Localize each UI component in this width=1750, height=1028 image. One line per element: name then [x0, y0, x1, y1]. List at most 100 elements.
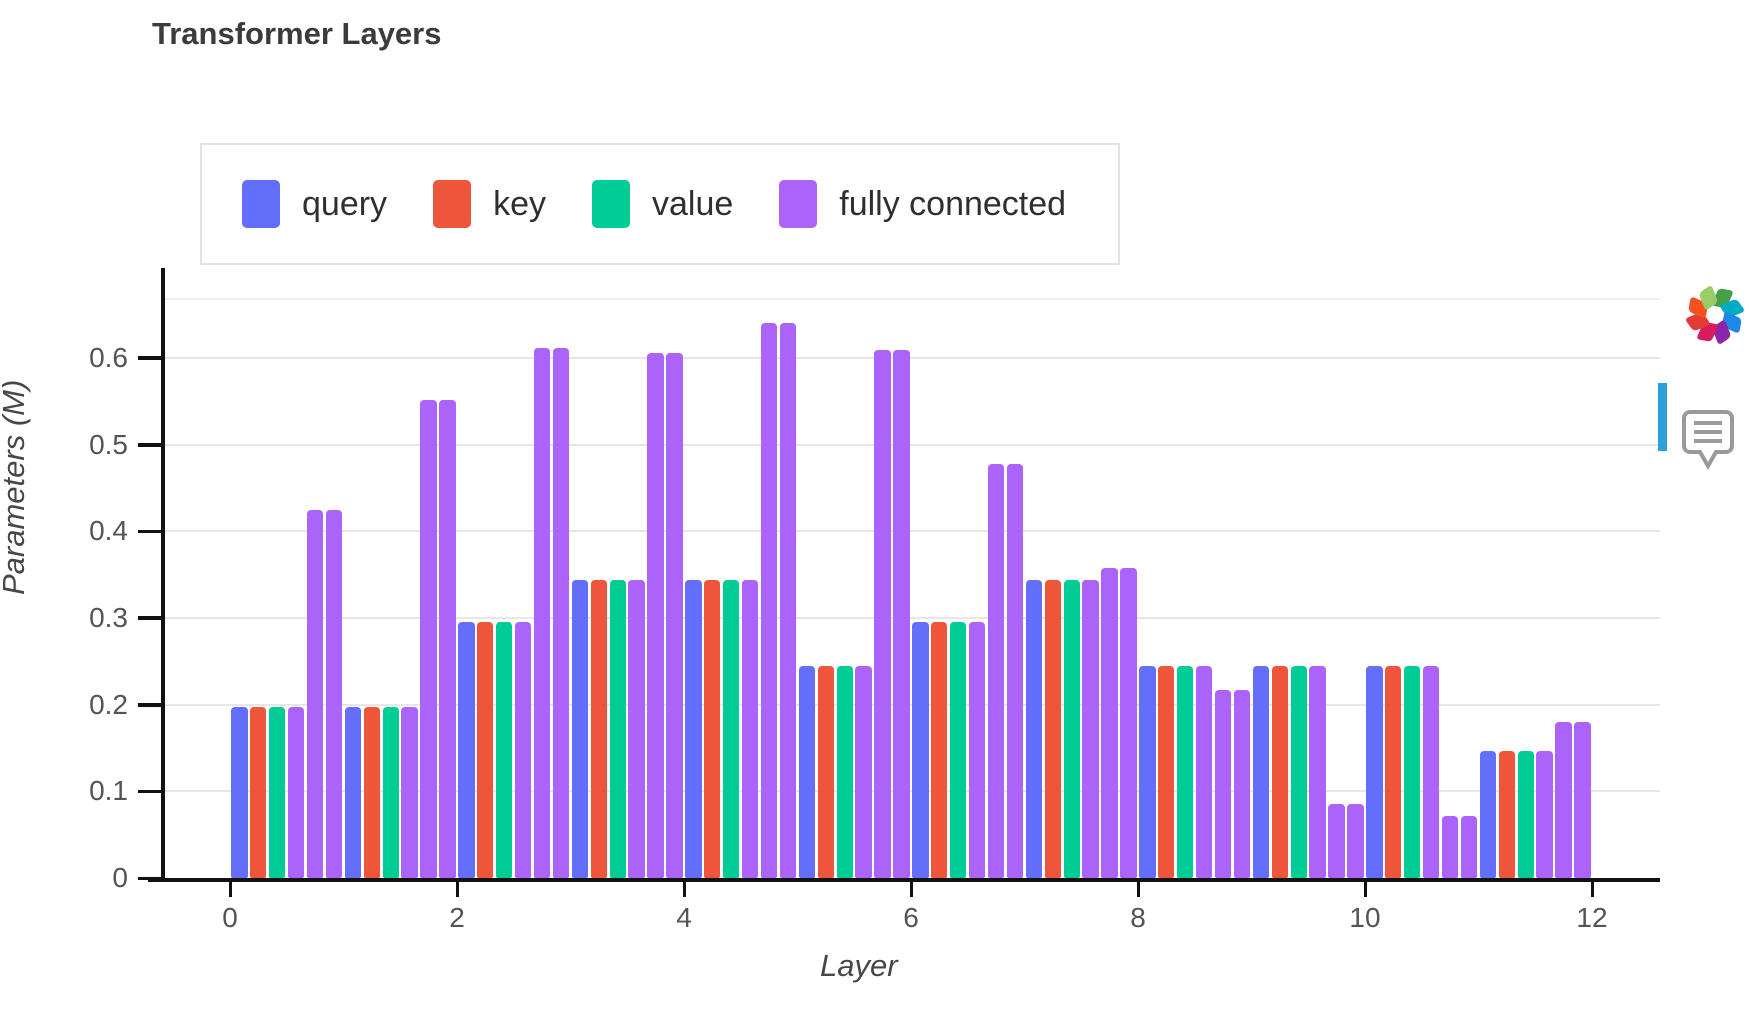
bar-query-layer4[interactable] — [685, 580, 702, 878]
x-tick-12 — [1590, 878, 1594, 897]
y-axis-title: Parameters (M) — [0, 379, 31, 595]
annotation-indicator-bar[interactable] — [1658, 383, 1667, 451]
bar-fully-connected-1-layer3[interactable] — [628, 580, 645, 878]
bar-fully-connected-2-layer4[interactable] — [760, 323, 778, 878]
y-tick-label-0.4: 0.4 — [89, 515, 128, 547]
bar-fully-connected-2-layer1[interactable] — [420, 400, 437, 878]
bar-fully-connected-2-layer7[interactable] — [1101, 568, 1118, 878]
y-tick-0.1 — [138, 789, 164, 794]
bar-fully-connected-3-layer11[interactable] — [1574, 722, 1591, 878]
bar-key-layer11[interactable] — [1498, 751, 1515, 878]
bar-fully-connected-2-layer3[interactable] — [647, 353, 664, 878]
bar-fully-connected-1-layer7[interactable] — [1082, 580, 1099, 878]
bar-fully-connected-1-layer8[interactable] — [1195, 666, 1213, 878]
y-tick-0 — [138, 876, 164, 880]
bar-key-layer6[interactable] — [931, 622, 948, 878]
bar-value-layer3[interactable] — [609, 580, 626, 878]
bar-fully-connected-1-layer2[interactable] — [514, 622, 532, 878]
bar-key-layer0[interactable] — [250, 707, 267, 878]
bar-fully-connected-3-layer1[interactable] — [439, 400, 456, 878]
legend: query key value fully connected — [200, 143, 1120, 265]
bar-key-layer2[interactable] — [477, 622, 494, 878]
bar-fully-connected-3-layer9[interactable] — [1347, 804, 1364, 878]
bar-fully-connected-3-layer2[interactable] — [552, 348, 570, 878]
bar-key-layer8[interactable] — [1158, 666, 1175, 878]
x-tick-label-12: 12 — [1576, 902, 1608, 933]
bar-fully-connected-2-layer2[interactable] — [533, 348, 551, 878]
legend-item-key[interactable]: key — [433, 180, 546, 228]
bar-key-layer3[interactable] — [590, 580, 607, 878]
bar-value-layer5[interactable] — [836, 666, 853, 878]
bar-value-layer8[interactable] — [1177, 666, 1194, 878]
bar-query-layer1[interactable] — [344, 707, 361, 878]
bar-fully-connected-2-layer8[interactable] — [1214, 690, 1232, 878]
bar-value-layer7[interactable] — [1063, 580, 1080, 878]
bar-fully-connected-3-layer0[interactable] — [325, 510, 343, 878]
bar-fully-connected-2-layer6[interactable] — [987, 464, 1005, 878]
legend-item-query[interactable]: query — [242, 180, 387, 228]
gridline-y-0.3 — [163, 616, 1660, 619]
bar-fully-connected-2-layer0[interactable] — [306, 510, 324, 878]
bar-fully-connected-2-layer5[interactable] — [874, 350, 891, 878]
bar-fully-connected-1-layer4[interactable] — [741, 580, 759, 878]
bar-key-layer9[interactable] — [1271, 666, 1288, 878]
gridline-y-0.5 — [163, 443, 1660, 446]
bar-key-layer10[interactable] — [1385, 666, 1402, 878]
bar-fully-connected-3-layer3[interactable] — [666, 353, 683, 878]
bar-query-layer7[interactable] — [1025, 580, 1042, 878]
bar-query-layer3[interactable] — [571, 580, 588, 878]
legend-item-fully-connected[interactable]: fully connected — [779, 180, 1066, 228]
annotation-bubble-icon[interactable] — [1682, 408, 1734, 474]
bar-fully-connected-3-layer4[interactable] — [779, 323, 797, 878]
bar-fully-connected-3-layer5[interactable] — [893, 350, 910, 878]
bar-fully-connected-1-layer9[interactable] — [1309, 666, 1326, 878]
bar-key-layer4[interactable] — [704, 580, 721, 878]
key-swatch-icon — [433, 180, 472, 228]
bar-query-layer8[interactable] — [1139, 666, 1156, 878]
bar-fully-connected-3-layer7[interactable] — [1120, 568, 1137, 878]
bar-fully-connected-2-layer9[interactable] — [1328, 804, 1345, 878]
y-tick-label-0.2: 0.2 — [89, 688, 128, 720]
pinwheel-petal-7 — [1699, 286, 1718, 310]
bar-value-layer2[interactable] — [496, 622, 513, 878]
bar-key-layer1[interactable] — [363, 707, 380, 878]
bar-value-layer4[interactable] — [723, 580, 740, 878]
pinwheel-logo-icon[interactable] — [1686, 286, 1744, 344]
bar-fully-connected-1-layer1[interactable] — [401, 707, 418, 878]
bar-fully-connected-1-layer10[interactable] — [1422, 666, 1440, 878]
bar-fully-connected-2-layer11[interactable] — [1555, 722, 1572, 878]
bar-fully-connected-1-layer0[interactable] — [287, 707, 305, 878]
chart-title: Transformer Layers — [152, 16, 442, 51]
y-tick-label-0.5: 0.5 — [89, 428, 128, 460]
bar-fully-connected-3-layer6[interactable] — [1006, 464, 1024, 878]
x-tick-2 — [455, 878, 459, 897]
bar-value-layer0[interactable] — [269, 707, 286, 878]
bar-query-layer5[interactable] — [798, 666, 815, 878]
bar-fully-connected-1-layer11[interactable] — [1536, 751, 1553, 878]
bar-query-layer6[interactable] — [912, 622, 929, 878]
bar-value-layer1[interactable] — [382, 707, 399, 878]
bar-fully-connected-3-layer10[interactable] — [1460, 816, 1478, 878]
bar-fully-connected-1-layer5[interactable] — [855, 666, 872, 878]
bar-query-layer10[interactable] — [1366, 666, 1383, 878]
bar-fully-connected-1-layer6[interactable] — [968, 622, 986, 878]
bar-key-layer7[interactable] — [1044, 580, 1061, 878]
bar-value-layer10[interactable] — [1404, 666, 1421, 878]
bar-key-layer5[interactable] — [817, 666, 834, 878]
fully-connected-swatch-icon — [779, 180, 818, 228]
bar-query-layer9[interactable] — [1252, 666, 1269, 878]
gridline-y-0.4 — [163, 530, 1660, 533]
bar-query-layer0[interactable] — [231, 707, 248, 878]
x-tick-label-8: 8 — [1130, 902, 1146, 933]
bar-fully-connected-2-layer10[interactable] — [1441, 816, 1459, 878]
bar-query-layer2[interactable] — [458, 622, 475, 878]
bar-value-layer9[interactable] — [1290, 666, 1307, 878]
bar-fully-connected-3-layer8[interactable] — [1233, 690, 1251, 878]
legend-item-value[interactable]: value — [591, 180, 733, 228]
bar-value-layer6[interactable] — [950, 622, 967, 878]
bar-value-layer11[interactable] — [1517, 751, 1534, 878]
legend-label-key: key — [493, 184, 546, 223]
y-tick-label-0: 0 — [112, 862, 128, 893]
bar-query-layer11[interactable] — [1479, 751, 1496, 878]
